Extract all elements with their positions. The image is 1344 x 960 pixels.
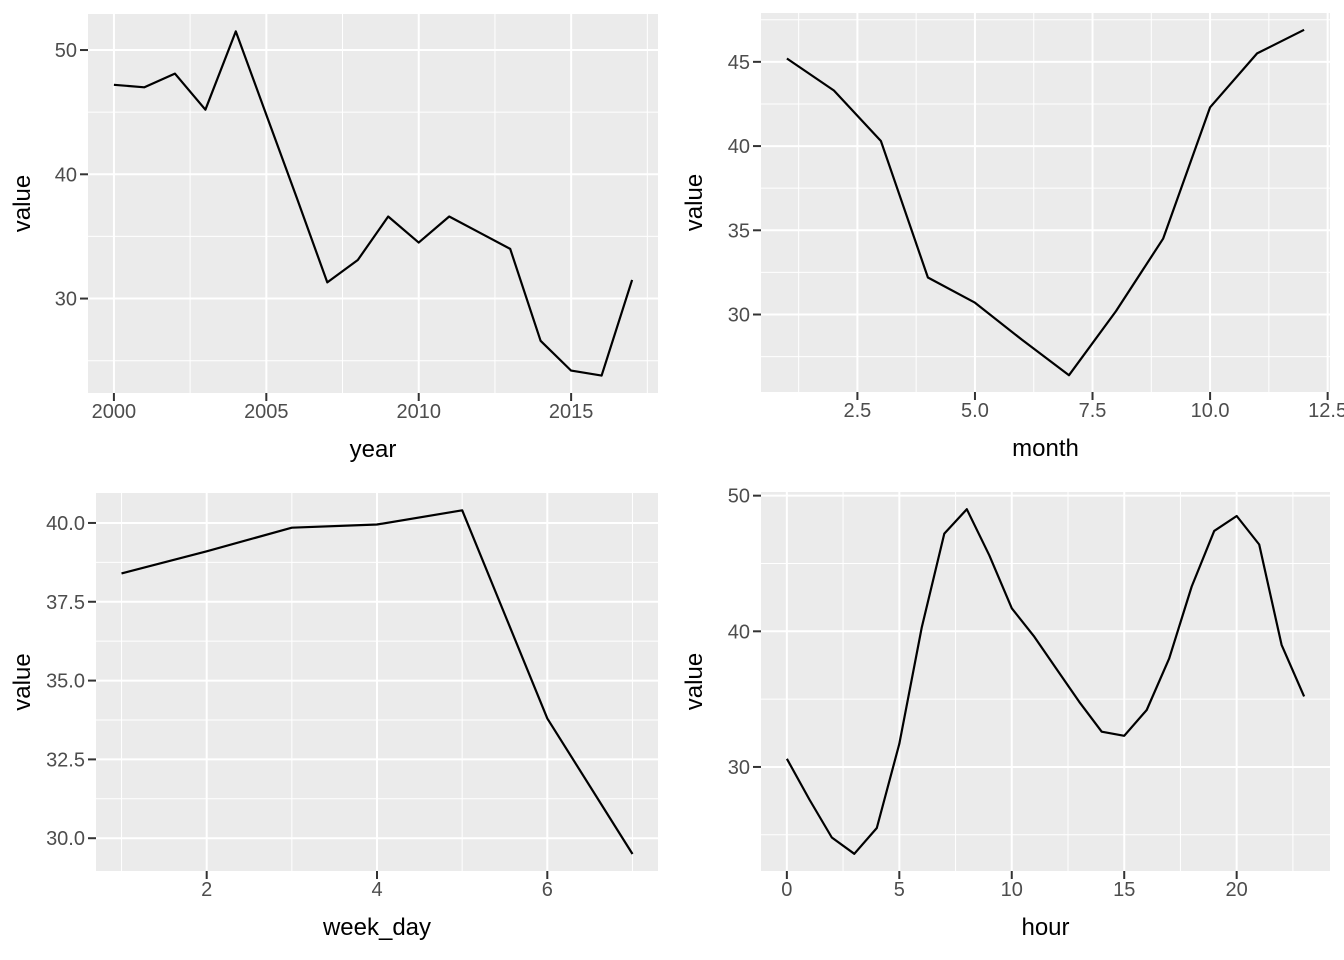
axis-title-y-value: value	[9, 175, 36, 232]
data-line-hour	[785, 508, 1306, 855]
tick-marks	[753, 494, 1238, 879]
tick-marks	[753, 60, 1329, 400]
y-tick-label: 40	[55, 164, 77, 186]
major-gridlines	[96, 493, 658, 871]
y-tick-label: 40	[728, 136, 750, 158]
tick-marks	[80, 49, 573, 401]
x-tick-label: 2010	[396, 401, 441, 423]
panel-background	[761, 492, 1330, 871]
y-tick-label: 30	[728, 757, 750, 779]
x-tick-label: 7.5	[1079, 400, 1107, 422]
y-tick-label: 32.5	[46, 749, 85, 771]
x-tick-label: 2.5	[843, 400, 871, 422]
axis-title-y-value: value	[681, 653, 708, 710]
x-tick-label: 4	[371, 879, 382, 901]
axis-title-x-week_day: week_day	[322, 914, 431, 941]
y-tick-label: 35	[728, 220, 750, 242]
data-line-year	[113, 30, 634, 377]
minor-gridlines	[761, 492, 1330, 871]
x-tick-label: 5.0	[961, 400, 989, 422]
x-tick-label: 0	[781, 879, 792, 901]
x-tick-label: 2000	[92, 401, 137, 423]
y-tick-label: 40.0	[46, 513, 85, 535]
x-tick-label: 2	[201, 879, 212, 901]
x-tick-label: 6	[542, 879, 553, 901]
y-tick-label: 30.0	[46, 828, 85, 850]
panel-hour-chart: 0 5 10 15 20 30 40 50 hour value	[681, 486, 1330, 941]
panel-background	[761, 13, 1330, 392]
axis-title-y-value: value	[9, 653, 36, 710]
axis-title-x-month: month	[1012, 435, 1079, 462]
panel-background	[88, 14, 658, 393]
axis-title-x-hour: hour	[1021, 914, 1069, 941]
y-tick-label: 35.0	[46, 671, 85, 693]
minor-gridlines	[761, 13, 1330, 392]
data-line-month	[786, 28, 1305, 377]
data-line-week_day	[121, 509, 634, 855]
panel-week_day-chart: 2 4 6 30.0 32.5 35.0 37.5 40.0 week_day value	[9, 493, 658, 941]
y-tick-label: 37.5	[46, 592, 85, 614]
x-tick-label: 12.5	[1308, 400, 1344, 422]
x-tick-label: 10	[1001, 879, 1023, 901]
x-tick-label: 15	[1113, 879, 1135, 901]
axis-title-x-year: year	[350, 436, 397, 463]
y-tick-label: 50	[728, 486, 750, 508]
y-tick-label: 30	[55, 289, 77, 311]
x-tick-label: 10.0	[1191, 400, 1230, 422]
x-tick-label: 5	[894, 879, 905, 901]
major-gridlines	[761, 492, 1330, 871]
x-tick-label: 2015	[549, 401, 594, 423]
x-tick-label: 2005	[244, 401, 289, 423]
panel-month-chart: 2.5 5.0 7.5 10.0 12.5 30 35 40 45 month value	[681, 13, 1344, 462]
tick-marks	[88, 521, 549, 879]
panel-year-chart: 2000 2005 2010 2015 30 40 50 year value	[9, 14, 658, 463]
y-tick-label: 30	[728, 305, 750, 327]
axis-title-y-value: value	[681, 174, 708, 231]
y-tick-label: 40	[728, 621, 750, 643]
x-tick-label: 20	[1226, 879, 1248, 901]
major-gridlines	[761, 13, 1330, 392]
major-gridlines	[88, 14, 658, 393]
y-tick-label: 45	[728, 52, 750, 74]
y-tick-label: 50	[55, 40, 77, 62]
